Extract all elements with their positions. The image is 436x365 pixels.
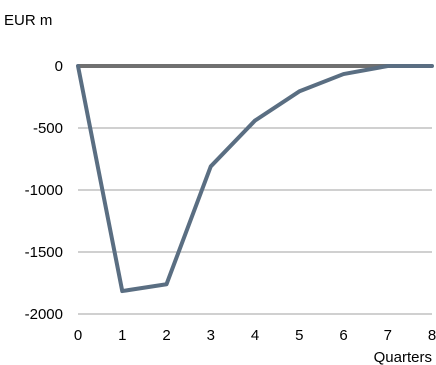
data-point (166, 283, 167, 285)
gridlines (78, 127, 432, 315)
y-axis-label: EUR m (4, 12, 52, 29)
y-tick-labels: 0 -500 -1000 -1500 -2000 (25, 58, 63, 323)
y-tick-label: -1500 (25, 244, 63, 261)
data-point (121, 290, 123, 292)
y-tick-label: 0 (55, 58, 63, 75)
data-point (343, 73, 344, 75)
x-tick-label: 2 (162, 327, 170, 344)
x-tick-label: 3 (207, 327, 215, 344)
y-tick-label: -1000 (25, 182, 63, 199)
series-group (76, 64, 434, 294)
data-point (254, 120, 256, 122)
x-tick-label: 7 (384, 327, 392, 344)
series-line (76, 64, 434, 294)
data-point (210, 165, 212, 167)
x-tick-label: 1 (118, 327, 126, 344)
x-tick-labels: 0 1 2 3 4 5 6 7 8 (74, 327, 436, 344)
x-tick-label: 8 (428, 327, 436, 344)
x-tick-label: 5 (295, 327, 303, 344)
data-point (387, 65, 389, 67)
data-point (431, 65, 433, 67)
x-axis-label: Quarters (374, 349, 432, 365)
y-tick-label: -2000 (25, 306, 63, 323)
data-point (298, 90, 300, 92)
x-tick-label: 0 (74, 327, 82, 344)
x-tick-label: 6 (339, 327, 347, 344)
y-tick-label: -500 (33, 120, 63, 137)
data-point (77, 65, 79, 67)
x-tick-label: 4 (251, 327, 259, 344)
